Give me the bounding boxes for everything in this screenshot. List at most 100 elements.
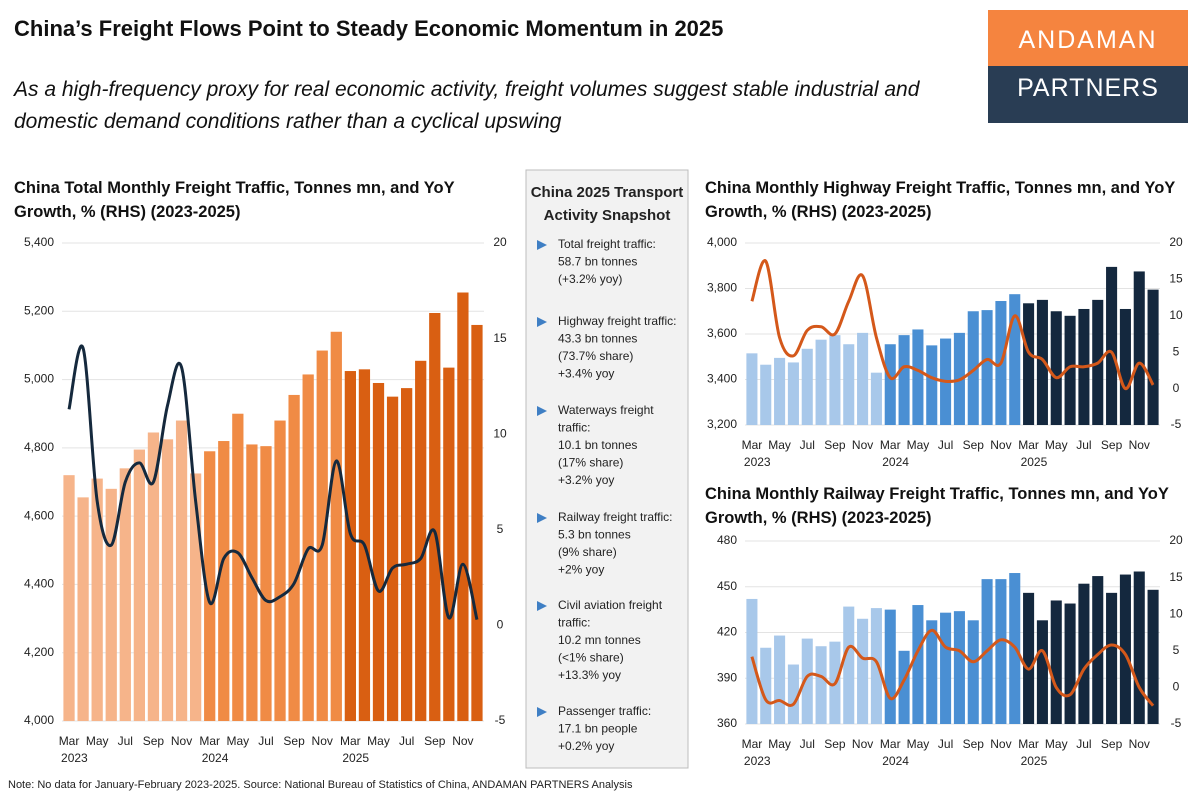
bar [787,664,799,724]
x-tick-label: Jul [800,438,815,452]
x-group-label: 2025 [1021,455,1048,469]
x-group-label: 2023 [744,754,771,768]
y2-tick-label: -5 [1171,417,1182,431]
snapshot-line: (<1% share) [558,651,624,665]
bar [1092,576,1104,724]
bar [246,444,258,721]
x-tick-label: Jul [1076,438,1091,452]
snapshot-line: 10.1 bn tonnes [558,438,637,452]
x-tick-label: Sep [283,734,305,748]
bar [912,605,924,724]
bar [175,420,188,721]
x-group-label: 2023 [744,455,771,469]
y2-tick-label: 10 [493,426,507,440]
y-tick-label: 4,000 [24,713,54,727]
x-group-label: 2025 [1021,754,1048,768]
x-tick-label: Sep [1101,737,1123,751]
snapshot-line: traffic: [558,616,590,630]
y-tick-label: 4,200 [24,645,54,659]
bar [912,329,924,425]
bullet [537,406,547,416]
bar [316,350,328,721]
x-tick-label: May [226,734,249,748]
bullet [537,513,547,523]
bar [995,579,1007,724]
x-tick-label: May [907,438,930,452]
y-tick-label: 5,000 [24,372,54,386]
bar [63,475,75,721]
x-tick-label: Mar [742,438,763,452]
x-tick-label: Sep [963,737,985,751]
bullet [537,317,547,327]
snapshot-line: Highway freight traffic: [558,314,677,328]
y-tick-label: 420 [717,625,737,639]
y2-tick-label: 15 [493,331,507,345]
y-tick-label: 4,000 [707,235,737,249]
bar [190,473,202,721]
bar [386,396,399,721]
bar [91,478,103,721]
x-tick-label: Sep [424,734,446,748]
bar [815,339,827,425]
bar [401,388,413,721]
bar [147,432,160,721]
bar [1119,574,1131,724]
snapshot-line: traffic: [558,421,590,435]
bar [884,609,896,724]
bar [1106,266,1118,425]
y2-tick-label: 10 [1169,308,1183,322]
x-tick-label: Mar [880,737,901,751]
bar [760,647,772,724]
x-tick-label: May [367,734,390,748]
snapshot-line: 17.1 bn people [558,722,638,736]
bar [1023,303,1035,425]
snapshot-panel [525,169,689,769]
x-tick-label: Mar [340,734,361,748]
x-tick-label: Nov [171,734,192,748]
x-tick-label: May [1045,438,1068,452]
snapshot-line: 5.3 bn tonnes [558,528,631,542]
bar [926,345,938,425]
bar [260,446,272,721]
snapshot-line: 10.2 mn tonnes [558,633,641,647]
bar [760,364,772,425]
note: Note: No data for January-February 2023-… [8,779,633,791]
snapshot-line: Passenger traffic: [558,704,651,718]
x-tick-label: Sep [824,737,846,751]
bar [161,439,174,721]
x-tick-label: Sep [143,734,165,748]
chart-title: China Total Monthly Freight Traffic, Ton… [14,179,455,221]
x-tick-label: Jul [118,734,133,748]
snapshot-line: +3.4% yoy [558,367,614,381]
x-tick-label: Jul [938,737,953,751]
x-tick-label: Sep [1101,438,1123,452]
y2-tick-label: 5 [1173,344,1180,358]
x-tick-label: Mar [1018,438,1039,452]
bar [1119,308,1131,425]
bar [870,608,882,724]
y-tick-label: 360 [717,716,737,730]
bar [898,335,910,425]
x-tick-label: Jul [399,734,414,748]
bar [133,449,145,721]
bar [940,612,952,724]
bar [105,488,117,721]
x-group-label: 2024 [882,455,909,469]
bar [274,420,286,721]
bar [1036,620,1048,724]
bar [857,618,869,724]
bar [1009,294,1021,425]
x-tick-label: Nov [1129,737,1150,751]
x-tick-label: Nov [1129,438,1150,452]
bar [457,292,469,721]
y2-tick-label: 20 [1169,235,1183,249]
snapshot-line: 58.7 bn tonnes [558,255,637,269]
bar [870,372,882,425]
bar [119,468,131,721]
bar [898,650,910,724]
y2-tick-label: 5 [497,522,504,536]
logo-bottom: PARTNERS [988,66,1188,123]
y-tick-label: 3,400 [707,372,737,386]
